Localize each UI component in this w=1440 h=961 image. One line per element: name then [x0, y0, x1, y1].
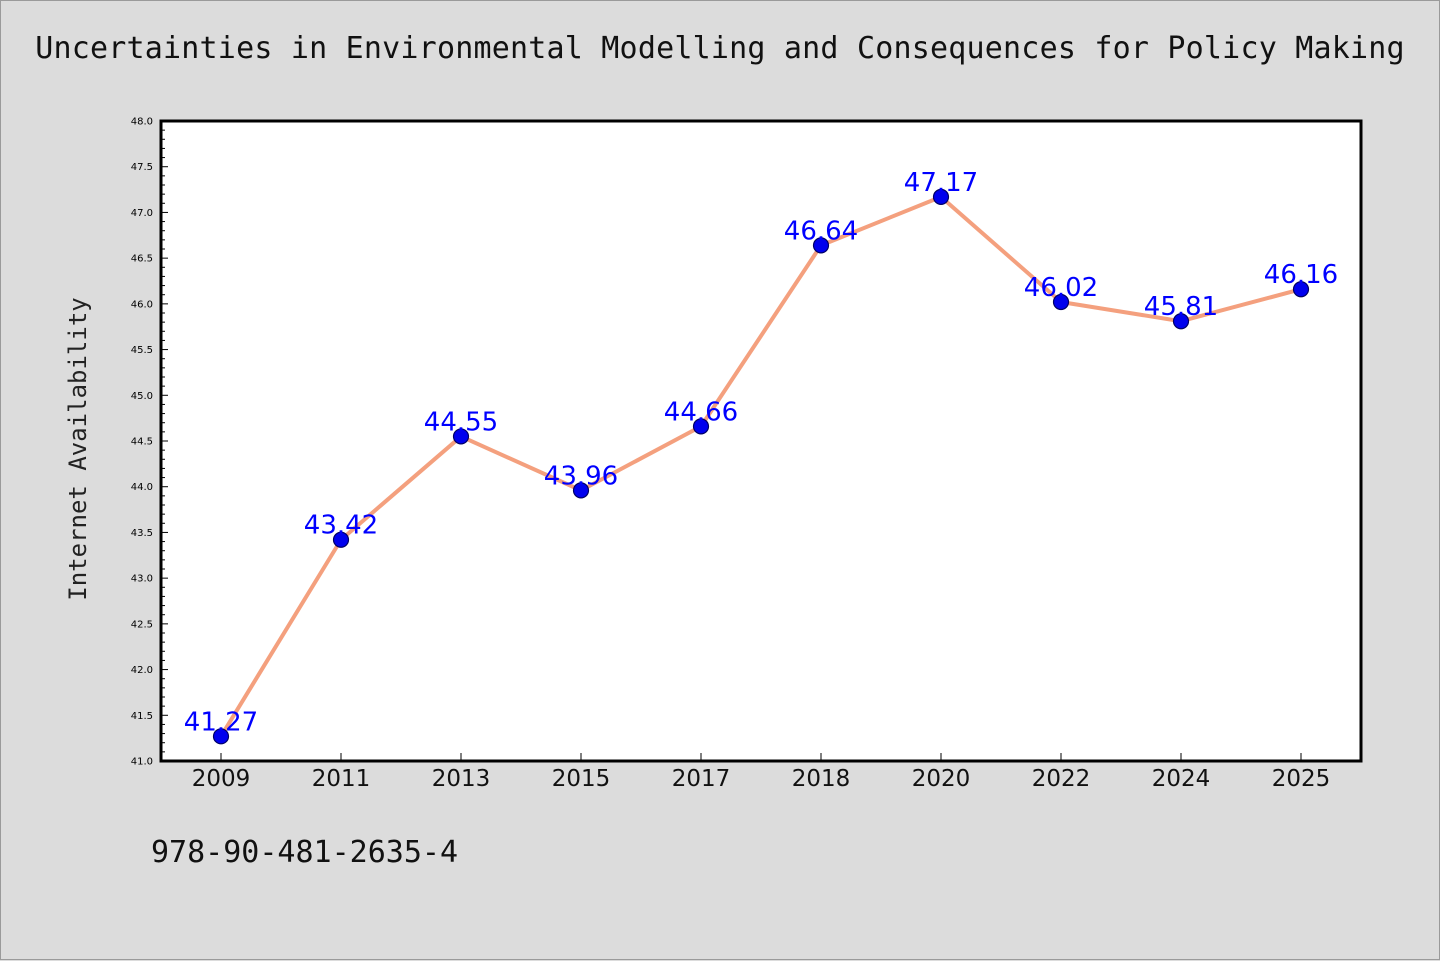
data-label: 45.81: [1144, 292, 1218, 322]
data-labels: 41.27 43.42 44.55 43.96 44.66 46.64 47.17 46.02…: [184, 168, 1338, 737]
data-label: 41.27: [184, 707, 258, 737]
data-point: [332, 531, 350, 548]
data-markers: [212, 188, 1310, 745]
isbn-text: 978-90-481-2635-4: [151, 835, 459, 870]
data-point: [452, 428, 470, 445]
data-label: 44.66: [664, 397, 738, 427]
x-tick-label: 2011: [312, 766, 371, 792]
data-point: [812, 237, 830, 254]
y-tick-label: 46.0: [131, 299, 153, 310]
x-tick-label: 2025: [1272, 766, 1331, 792]
x-tick-label: 2018: [792, 766, 851, 792]
y-tick-label: 41.5: [131, 711, 153, 722]
data-label: 46.64: [784, 216, 858, 246]
data-point: [1292, 281, 1310, 298]
x-tick-label: 2020: [912, 766, 971, 792]
y-tick-label: 48.0: [131, 117, 153, 128]
y-tick-label: 43.5: [131, 528, 153, 539]
y-tick-label: 44.0: [131, 482, 153, 493]
x-axis-ticks: 2009 2011 2013 2015 2017 2018 2020 2022 2024 2025: [192, 753, 1331, 792]
x-tick-label: 2017: [672, 766, 731, 792]
y-tick-label: 47.5: [131, 162, 153, 173]
data-point: [692, 418, 710, 435]
data-point: [1172, 313, 1190, 330]
x-tick-label: 2009: [192, 766, 251, 792]
y-tick-label: 45.0: [131, 391, 153, 402]
y-tick-label: 45.5: [131, 345, 153, 356]
data-label: 46.16: [1264, 260, 1338, 290]
data-label: 43.42: [304, 511, 378, 541]
plot-border: [159, 119, 1363, 763]
x-tick-label: 2022: [1032, 766, 1091, 792]
x-tick-label: 2024: [1152, 766, 1211, 792]
data-point: [1052, 293, 1070, 311]
data-point: [212, 728, 230, 745]
y-tick-label: 41.0: [131, 757, 153, 768]
data-point: [932, 188, 950, 205]
y-tick-label: 44.5: [131, 437, 153, 448]
y-axis-label: Internet Availability: [64, 297, 92, 600]
y-tick-label: 43.0: [131, 574, 153, 585]
chart-title: Uncertainties in Environmental Modelling…: [35, 31, 1405, 66]
y-tick-label: 42.5: [131, 619, 153, 630]
data-label: 47.17: [904, 168, 978, 198]
x-tick-label: 2015: [552, 766, 611, 792]
data-label: 43.96: [544, 461, 618, 491]
x-tick-label: 2013: [432, 766, 491, 792]
y-tick-label: 46.5: [131, 254, 153, 265]
plot-area: [161, 121, 1361, 761]
data-label: 44.55: [424, 407, 498, 437]
y-tick-label: 47.0: [131, 208, 153, 219]
series-line: [219, 194, 1303, 739]
data-label: 46.02: [1024, 273, 1098, 303]
y-tick-label: 42.0: [131, 665, 153, 676]
data-point: [572, 482, 590, 499]
